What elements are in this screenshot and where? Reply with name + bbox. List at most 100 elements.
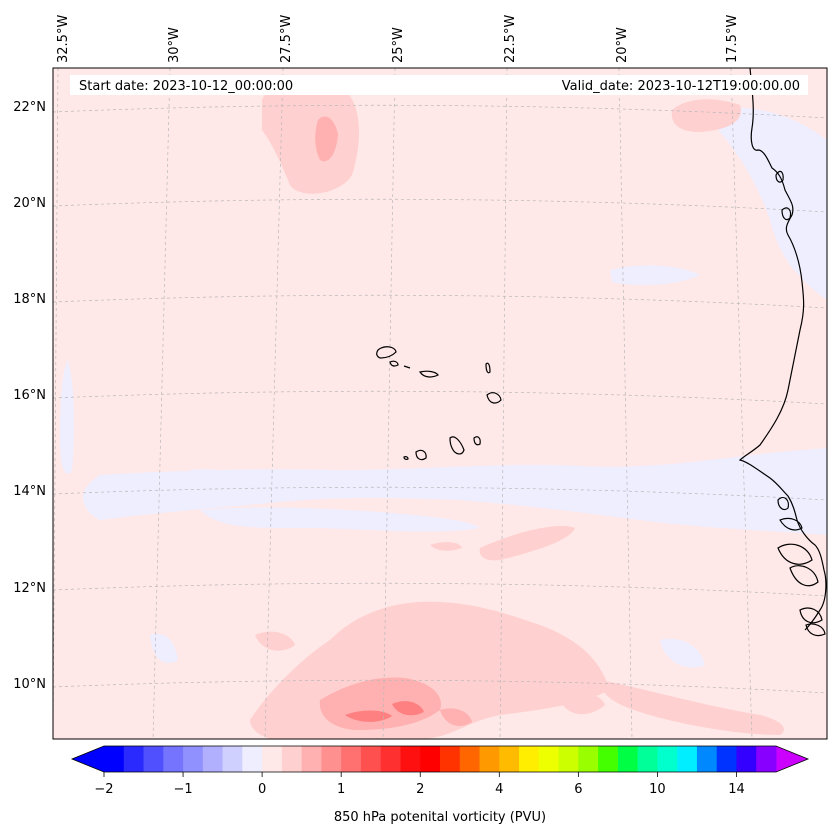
colorbar: −2 −1 0 1 2 4 6 10 14 850 hPa potenital vorticit… [70,745,810,825]
blue-patch-southeast [660,638,705,668]
colorbar-segment [143,746,164,772]
colorbar-segment [440,746,461,772]
lon-label-30w: 30°W [167,27,182,63]
lat-label-22n: 22°N [13,100,46,115]
colorbar-segment [736,746,757,772]
valid-date-label: Valid_date: 2023-10-12T19:00:00.00 [562,79,800,94]
colorbar-tick-label: 2 [416,782,424,797]
map-frame [52,67,828,740]
cape-verde-islands [376,346,502,461]
lon-label-27-5w: 27.5°W [279,15,294,63]
red-streak-southeast [600,680,784,735]
colorbar-tick-label: −2 [94,782,113,797]
lat-label-10n: 10°N [13,677,46,692]
island-sao-nicolau [419,370,439,378]
colorbar-segment [380,746,401,772]
colorbar-segment [459,746,481,772]
colorbar-segment [696,746,718,772]
colorbar-segment [242,746,263,772]
lon-label-32-5w: 32.5°W [56,15,71,63]
mid-patch-north [315,116,338,162]
parallel-16n [53,390,827,405]
island-santo-antao [376,346,397,359]
colorbar-tick-label: 6 [574,782,582,797]
lat-label-16n: 16°N [13,388,46,403]
mid-blob-south [440,708,472,726]
colorbar-segment [222,746,243,772]
start-date-label: Start date: 2023-10-12_00:00:00 [79,79,293,94]
lat-label-20n: 20°N [13,196,46,211]
coast-bay-2 [779,517,803,531]
colorbar-segment [499,746,520,772]
red-patch-north [262,81,360,194]
colorbar-segment [341,746,362,772]
colorbar-segment [301,746,322,772]
colorbar-segments [104,746,777,772]
blue-patch-east [610,265,700,286]
colorbar-tick-label: 10 [649,782,666,797]
coast-bay-5 [799,607,823,624]
colorbar-segment [538,746,560,772]
parallel-14n [53,486,827,501]
pv-core-areas [345,701,424,722]
negative-pv-areas [60,107,827,668]
meridian-25w [382,68,396,739]
colorbar-segment [123,746,145,772]
meridian-27-5w [264,68,284,739]
island-fogo [415,449,427,461]
meridian-32-5w [53,68,59,739]
colorbar-tick-label: 1 [337,782,345,797]
colorbar-segment [578,746,599,772]
colorbar-segment [598,746,619,772]
blue-band [83,448,827,535]
colorbar-segment [617,746,639,772]
colorbar-segment [321,746,342,772]
colorbar-segment [400,746,421,772]
meridian-30w [152,68,171,739]
lat-label-12n: 12°N [13,581,46,596]
lon-label-20w: 20°W [615,27,630,63]
colorbar-ticks: −2 −1 0 1 2 4 6 10 14 [94,772,745,797]
colorbar-segment [104,746,125,772]
latitude-labels: 22°N 20°N 18°N 16°N 14°N 12°N 10°N [13,100,46,692]
blue-patch-south [150,633,178,663]
blue-patch-small [190,469,228,476]
lon-label-22-5w: 22.5°W [503,15,518,63]
meridian-22-5w [499,68,508,739]
colorbar-segment [677,746,698,772]
colorbar-segment [519,746,540,772]
colorbar-segment [479,746,500,772]
lat-label-14n: 14°N [13,484,46,499]
colorbar-segment [183,746,204,772]
graticule [53,68,827,739]
colorbar-segment [281,746,303,772]
lat-label-18n: 18°N [13,292,46,307]
parallel-22n [53,104,827,119]
island-sao-vicente [389,360,399,367]
colorbar-segment [163,746,184,772]
island-maio [473,436,481,446]
meridian-20w [618,68,633,739]
coast-bay-3 [777,543,813,565]
colorbar-segment [420,746,441,772]
meridian-17-5w [730,68,753,739]
core-west [345,710,392,722]
lon-label-17-5w: 17.5°W [725,15,740,63]
parallel-20n [53,198,827,213]
info-box [70,75,808,95]
island-santiago [449,436,465,455]
colorbar-segment [637,746,658,772]
colorbar-extend-high [776,746,808,772]
colorbar-segment [202,746,224,772]
red-patch-northeast [671,99,741,132]
colorbar-title: 850 hPa potenital vorticity (PVU) [334,810,546,825]
colorbar-tick-label: 0 [258,782,266,797]
colorbar-extend-low [72,746,104,772]
coast-inlet-1 [775,170,784,183]
lon-label-25w: 25°W [391,27,406,63]
red-streak-east [479,526,575,561]
colorbar-tick-label: 4 [495,782,503,797]
colorbar-tick-label: 14 [728,782,745,797]
core-east [392,701,424,716]
